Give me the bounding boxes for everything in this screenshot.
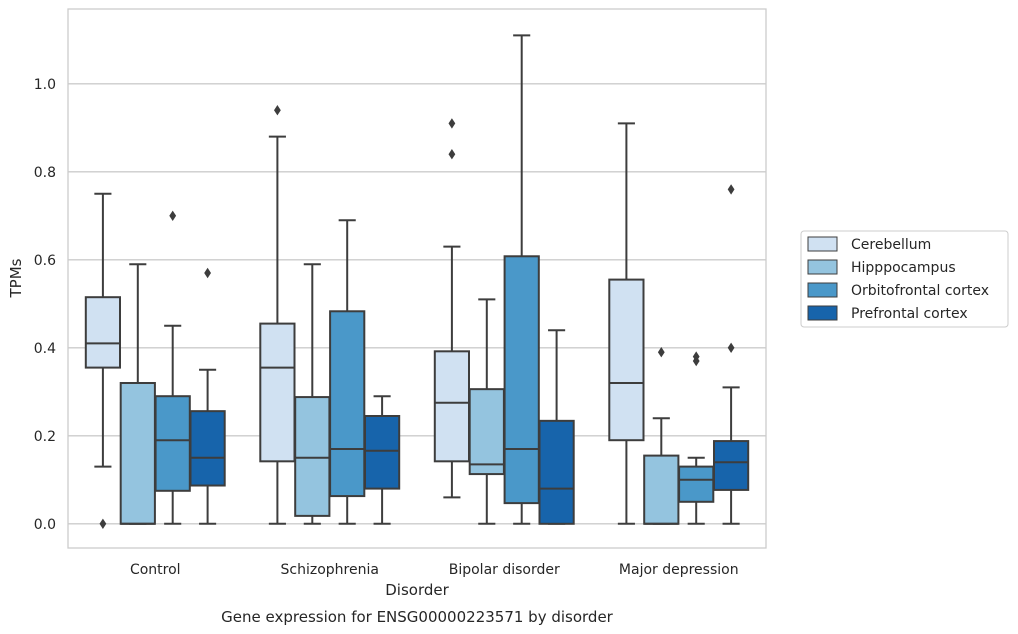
chart-caption: Gene expression for ENSG00000223571 by d… bbox=[221, 608, 614, 626]
legend-swatch bbox=[807, 282, 838, 298]
box-iqr bbox=[503, 255, 540, 505]
outlier-point bbox=[727, 184, 735, 195]
legend: Cerebellum Hipppocampus Orbitofrontal cort… bbox=[800, 230, 1009, 328]
box-orbitofrontal-cortex bbox=[154, 210, 191, 525]
box-orbitofrontal-cortex bbox=[678, 351, 715, 525]
legend-swatch bbox=[807, 236, 838, 252]
box-iqr bbox=[538, 419, 575, 525]
x-tick-label: Schizophrenia bbox=[281, 562, 379, 578]
box-iqr bbox=[329, 310, 366, 498]
box-iqr bbox=[189, 410, 226, 487]
box-prefrontal-cortex bbox=[189, 267, 226, 525]
outlier-point bbox=[169, 210, 177, 221]
box-cerebellum bbox=[84, 192, 122, 529]
y-tick-label: 0.0 bbox=[34, 517, 56, 533]
box-orbitofrontal-cortex bbox=[503, 34, 540, 525]
box-iqr bbox=[608, 278, 645, 442]
legend-label: Hipppocampus bbox=[851, 260, 956, 276]
outlier-point bbox=[204, 267, 211, 279]
legend-frame bbox=[800, 230, 1009, 328]
box-hipppocampus bbox=[119, 263, 156, 525]
boxes bbox=[84, 34, 750, 529]
box-orbitofrontal-cortex bbox=[329, 219, 366, 525]
legend-label: Orbitofrontal cortex bbox=[851, 283, 989, 299]
outlier-point bbox=[727, 342, 735, 353]
x-tick-labels: Control Schizophrenia Bipolar disorder Majo… bbox=[130, 562, 739, 578]
y-tick-label: 0.4 bbox=[34, 341, 56, 357]
box-prefrontal-cortex bbox=[712, 184, 750, 525]
box-prefrontal-cortex bbox=[538, 329, 575, 525]
box-hipppocampus bbox=[294, 263, 331, 525]
y-tick-labels: 0.0 0.2 0.4 0.6 0.8 1.0 bbox=[34, 77, 56, 533]
outlier-point bbox=[448, 118, 456, 129]
box-iqr bbox=[363, 415, 401, 490]
box-iqr bbox=[294, 396, 331, 517]
x-axis-title: Disorder bbox=[385, 581, 449, 599]
legend-swatch bbox=[807, 259, 838, 275]
x-tick-label: Bipolar disorder bbox=[449, 562, 560, 578]
box-iqr bbox=[259, 322, 296, 463]
outlier-point bbox=[657, 347, 665, 358]
box-iqr bbox=[468, 388, 505, 476]
box-hipppocampus bbox=[468, 298, 505, 525]
y-tick-label: 0.2 bbox=[34, 429, 56, 445]
y-tick-label: 0.8 bbox=[34, 165, 56, 181]
outlier-point bbox=[448, 149, 456, 160]
box-iqr bbox=[154, 395, 191, 492]
y-axis-title: TPMs bbox=[7, 258, 25, 298]
outlier-point bbox=[692, 351, 700, 362]
box-iqr bbox=[643, 454, 680, 525]
y-tick-label: 0.6 bbox=[34, 253, 56, 269]
box-prefrontal-cortex bbox=[363, 395, 401, 525]
box-iqr bbox=[712, 440, 750, 491]
box-cerebellum bbox=[433, 118, 471, 499]
y-tick-label: 1.0 bbox=[34, 77, 56, 93]
legend-swatch bbox=[807, 305, 838, 321]
box-cerebellum bbox=[259, 105, 296, 525]
box-iqr bbox=[678, 465, 715, 503]
x-tick-label: Control bbox=[130, 562, 181, 578]
box-iqr bbox=[84, 296, 122, 369]
box-cerebellum bbox=[608, 122, 645, 525]
x-tick-label: Major depression bbox=[619, 562, 739, 578]
legend-label: Cerebellum bbox=[851, 237, 931, 253]
box-iqr bbox=[119, 382, 156, 525]
plot-frame bbox=[67, 8, 767, 549]
legend-label: Prefrontal cortex bbox=[851, 306, 968, 322]
outlier-point bbox=[99, 518, 107, 529]
outlier-point bbox=[274, 105, 281, 116]
box-iqr bbox=[433, 350, 471, 463]
box-hipppocampus bbox=[643, 347, 680, 525]
